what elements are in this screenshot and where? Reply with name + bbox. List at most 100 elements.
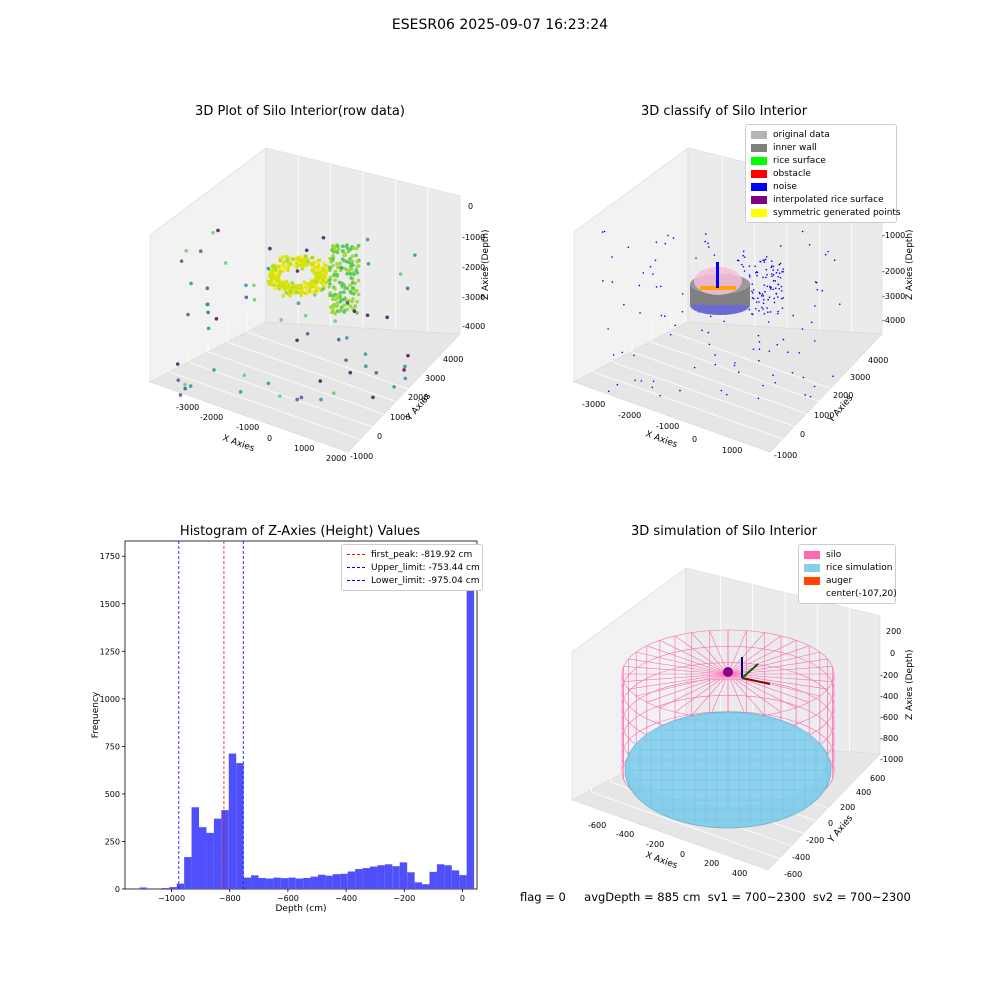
silo-spoke: [628, 658, 729, 675]
scatter-point: [206, 302, 210, 307]
noise-point: [607, 390, 610, 393]
scatter-point: [332, 293, 336, 298]
noise-point: [777, 310, 779, 313]
p4-xtick: 200: [704, 859, 719, 868]
scatter-point: [176, 378, 181, 382]
scatter-point: [327, 278, 331, 283]
noise-point: [713, 254, 716, 256]
noise-point: [838, 303, 841, 306]
noise-point: [621, 351, 624, 354]
scatter-point: [288, 289, 293, 294]
p4-xtick: -200: [646, 840, 664, 849]
scatter-point: [285, 254, 289, 259]
scatter-point: [276, 276, 281, 280]
scatter-point: [311, 280, 315, 285]
noise-point: [737, 371, 740, 374]
scatter-point: [282, 286, 287, 290]
scatter-point: [287, 262, 291, 267]
scatter-point: [355, 311, 359, 315]
p4-ytick: 600: [870, 774, 885, 783]
noise-point: [769, 311, 772, 313]
noise-point: [776, 296, 779, 298]
p2-xtick: 1000: [722, 446, 742, 455]
silo-spoke: [727, 673, 782, 713]
noise-point: [607, 328, 609, 330]
noise-point: [762, 259, 764, 262]
silo-spoke: [636, 651, 729, 675]
p1-ztick: -1000: [462, 233, 485, 242]
scatter-point: [321, 235, 326, 240]
noise-point: [774, 381, 777, 384]
legend-swatch: [751, 130, 767, 139]
legend-item: auger: [804, 574, 890, 587]
noise-point: [663, 315, 666, 317]
scatter-point: [205, 286, 210, 291]
noise-point: [659, 394, 661, 397]
p2-ytick: 2000: [833, 391, 853, 400]
scatter-point: [300, 290, 304, 295]
scatter-point: [336, 247, 341, 251]
noise-point: [765, 276, 767, 279]
noise-point: [742, 250, 745, 253]
scatter-point: [305, 257, 309, 261]
noise-point: [652, 380, 655, 383]
silo-spoke: [659, 640, 729, 675]
scatter-point: [332, 273, 336, 278]
panel1-tick-labels: -3000 -2000 -1000 0 1000 2000 -1000 0 10…: [176, 202, 485, 463]
scatter-point: [342, 303, 346, 308]
noise-point: [743, 270, 746, 272]
noise-point: [660, 285, 662, 288]
noise-point: [611, 281, 614, 283]
scatter-point: [346, 246, 350, 251]
scatter-point: [342, 297, 347, 301]
scatter-point: [297, 290, 302, 295]
scatter-point: [348, 370, 353, 375]
scatter-point: [374, 370, 379, 375]
noise-point: [757, 334, 760, 337]
histogram-bar: [169, 887, 177, 889]
scatter-point: [351, 297, 355, 301]
noise-point: [782, 297, 784, 299]
noise-point: [751, 290, 753, 293]
noise-point: [791, 371, 794, 374]
noise-point: [704, 233, 707, 235]
noise-point: [758, 359, 760, 362]
histogram-bar: [161, 888, 170, 889]
scatter-point: [335, 304, 340, 308]
histogram-bar: [258, 877, 266, 889]
noise-point: [774, 287, 777, 290]
noise-point: [814, 305, 816, 307]
noise-point: [762, 384, 764, 387]
histogram-bar: [459, 875, 467, 889]
histogram-bar: [199, 827, 207, 889]
scatter-point: [335, 244, 340, 248]
noise-point: [649, 265, 652, 268]
noise-point: [669, 333, 672, 336]
noise-point: [752, 297, 755, 300]
noise-point: [640, 380, 643, 382]
noise-point: [814, 340, 816, 342]
legend-line: [347, 580, 365, 581]
noise-point: [772, 269, 775, 271]
legend-item: noise: [751, 180, 891, 193]
scatter-point: [314, 289, 318, 293]
panel4-legend: silo rice simulation auger center(-107,2…: [798, 544, 897, 604]
p1-xtick: -3000: [176, 403, 199, 412]
scatter-point: [319, 280, 324, 285]
legend-item: obstacle: [751, 167, 891, 180]
panel2-silo-cylinder: [690, 262, 750, 315]
noise-point: [765, 256, 768, 258]
scatter-point: [403, 364, 407, 369]
scatter-point: [413, 253, 417, 257]
histogram-bar: [444, 865, 452, 889]
noise-point: [780, 285, 783, 288]
p4-xtick: -400: [616, 830, 634, 839]
p2-xtick: 0: [692, 435, 697, 444]
silo-spoke: [636, 673, 729, 697]
p2-xtick: -1000: [656, 422, 679, 431]
scatter-point: [328, 281, 332, 286]
noise-point: [775, 271, 778, 274]
x-tick-label: −1000: [158, 894, 185, 903]
scatter-point: [296, 301, 301, 306]
legend-item: center(-107,20): [804, 587, 897, 600]
